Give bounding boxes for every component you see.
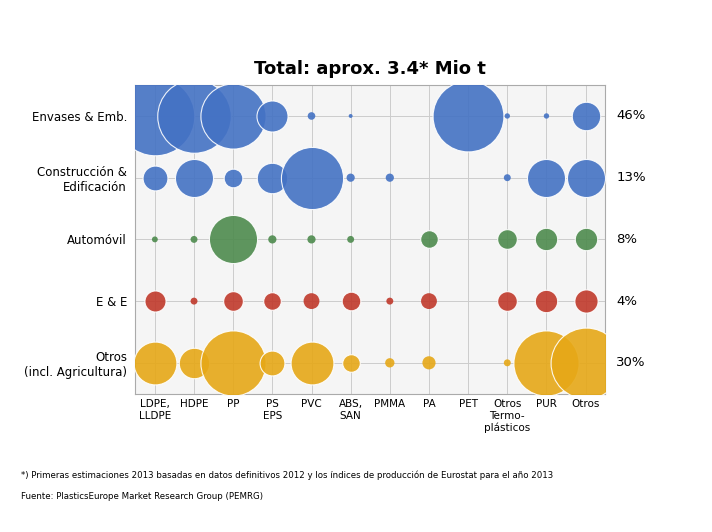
Text: 8%: 8% xyxy=(617,233,637,246)
Point xyxy=(306,297,318,305)
Point xyxy=(580,235,592,244)
Point xyxy=(150,173,161,182)
Point xyxy=(541,112,553,120)
Point xyxy=(228,235,239,244)
Point xyxy=(541,235,553,244)
Point xyxy=(188,173,199,182)
Point xyxy=(228,297,239,305)
Point xyxy=(266,112,278,120)
Text: 46%: 46% xyxy=(617,110,646,122)
Point xyxy=(501,297,513,305)
Text: 30%: 30% xyxy=(617,356,646,369)
Point xyxy=(266,297,278,305)
Point xyxy=(345,297,357,305)
Point xyxy=(501,112,513,120)
Point xyxy=(228,173,239,182)
Point xyxy=(501,173,513,182)
Point xyxy=(580,173,592,182)
Point xyxy=(541,297,553,305)
Point xyxy=(150,359,161,367)
Text: 13%: 13% xyxy=(617,171,646,184)
Point xyxy=(501,359,513,367)
Point xyxy=(423,297,434,305)
Point xyxy=(501,235,513,244)
Point xyxy=(463,112,474,120)
Point xyxy=(228,112,239,120)
Point xyxy=(541,173,553,182)
Point xyxy=(306,359,318,367)
Point xyxy=(188,359,199,367)
Point xyxy=(580,359,592,367)
Point xyxy=(580,112,592,120)
Text: *) Primeras estimaciones 2013 basadas en datos definitivos 2012 y los índices de: *) Primeras estimaciones 2013 basadas en… xyxy=(21,471,554,480)
Point xyxy=(306,235,318,244)
Point xyxy=(266,359,278,367)
Text: Fuente: PlasticsEurope Market Research Group (PEMRG): Fuente: PlasticsEurope Market Research G… xyxy=(21,492,263,501)
Point xyxy=(266,235,278,244)
Point xyxy=(345,112,357,120)
Point xyxy=(345,173,357,182)
Point xyxy=(423,235,434,244)
Point xyxy=(306,173,318,182)
Point xyxy=(423,359,434,367)
Point xyxy=(345,235,357,244)
Point xyxy=(150,112,161,120)
Point xyxy=(228,359,239,367)
Title: Total: aprox. 3.4* Mio t: Total: aprox. 3.4* Mio t xyxy=(254,60,486,78)
Point xyxy=(384,359,396,367)
Point xyxy=(306,112,318,120)
Point xyxy=(188,297,199,305)
Point xyxy=(345,359,357,367)
Point xyxy=(541,359,553,367)
Point xyxy=(580,297,592,305)
Point xyxy=(384,297,396,305)
Point xyxy=(150,235,161,244)
Point xyxy=(188,112,199,120)
Point xyxy=(266,173,278,182)
Point xyxy=(384,173,396,182)
Point xyxy=(150,297,161,305)
Point xyxy=(188,235,199,244)
Text: 4%: 4% xyxy=(617,295,637,307)
